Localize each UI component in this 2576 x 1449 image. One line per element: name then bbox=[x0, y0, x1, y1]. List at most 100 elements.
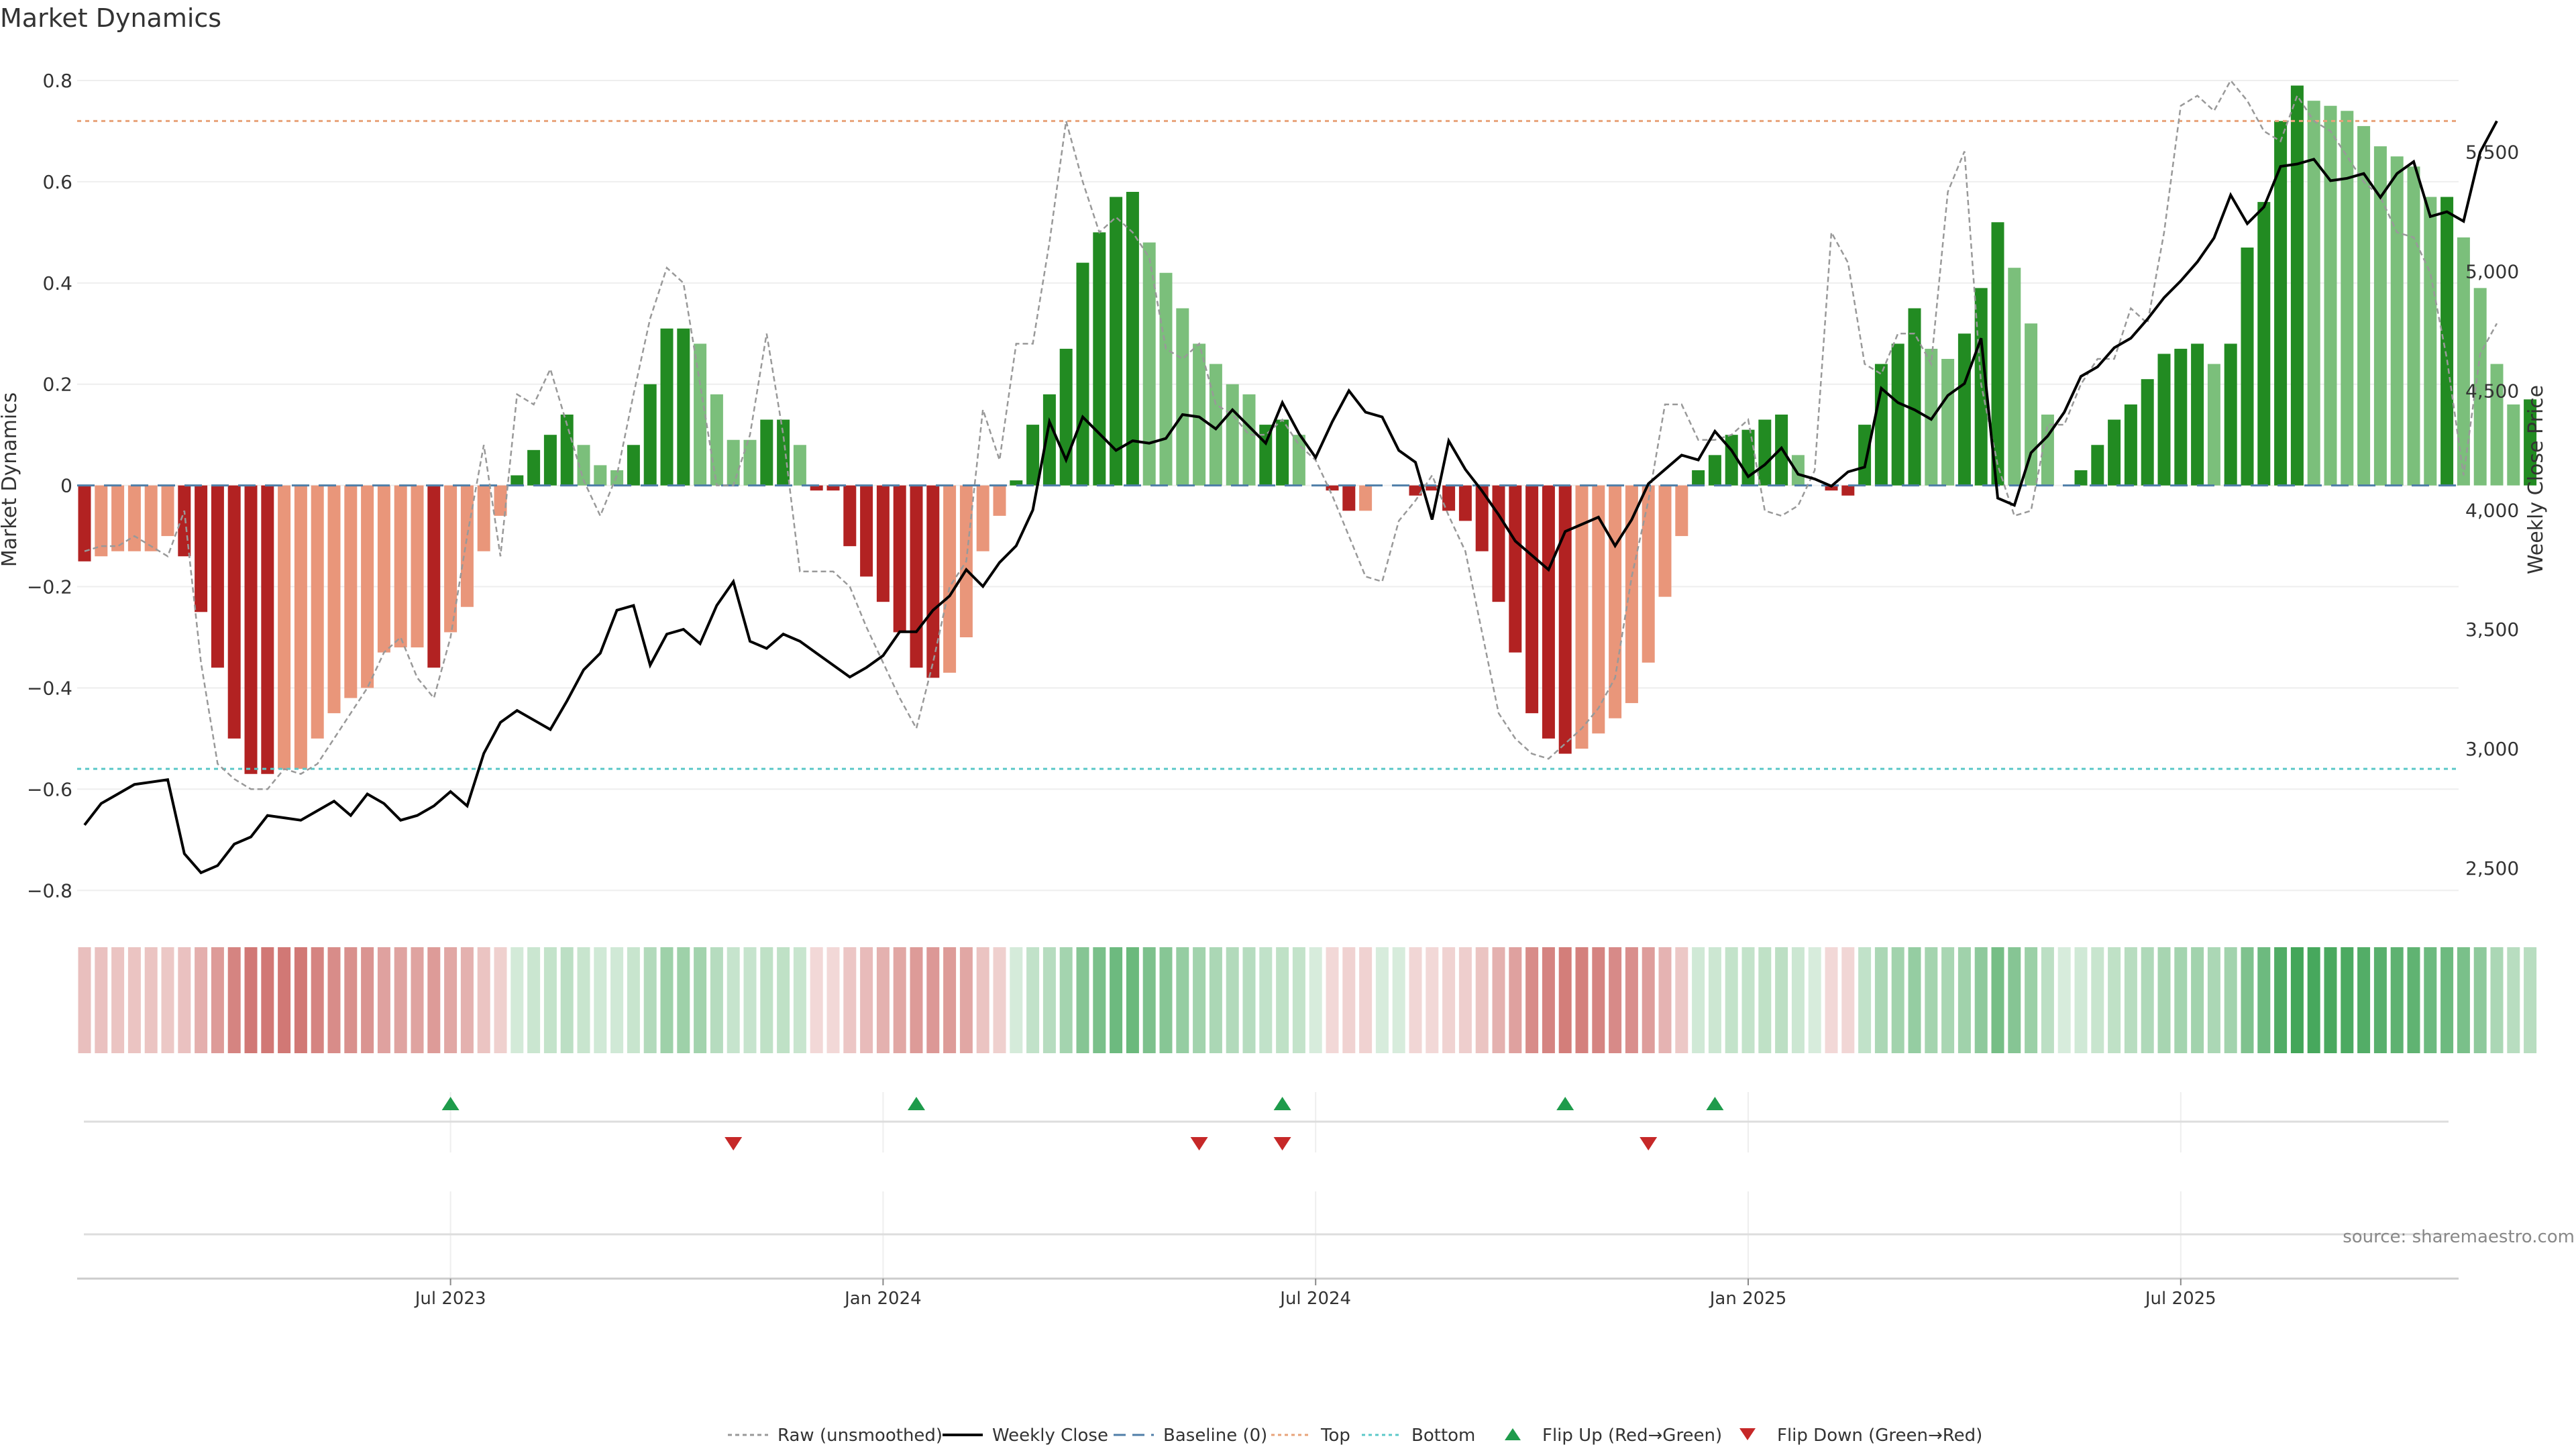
market-dynamics-bar bbox=[2108, 419, 2121, 486]
strength-cell bbox=[261, 947, 274, 1053]
strength-cell bbox=[560, 947, 574, 1053]
flip-down-marker bbox=[1273, 1137, 1291, 1150]
x-tick-label: Jan 2025 bbox=[1709, 1289, 1787, 1309]
market-dynamics-bar bbox=[1675, 485, 1688, 537]
strength-cell bbox=[2407, 947, 2420, 1053]
market-dynamics-bar bbox=[943, 485, 957, 673]
market-dynamics-bar bbox=[660, 328, 674, 486]
strength-cell bbox=[943, 947, 957, 1053]
strength-cell bbox=[610, 947, 624, 1053]
market-dynamics-bar bbox=[910, 485, 923, 668]
market-dynamics-bar bbox=[1442, 485, 1456, 511]
strength-cell bbox=[144, 947, 158, 1053]
strength-cell bbox=[1342, 947, 1356, 1053]
strength-cell bbox=[1042, 947, 1056, 1053]
market-dynamics-bar bbox=[2424, 197, 2437, 486]
strength-cell bbox=[1126, 947, 1139, 1053]
strength-cell bbox=[2241, 947, 2254, 1053]
strength-cell bbox=[1692, 947, 1705, 1053]
market-dynamics-bar bbox=[2524, 399, 2537, 486]
market-dynamics-bar bbox=[2174, 348, 2188, 486]
market-dynamics-bar bbox=[1342, 485, 1356, 511]
market-dynamics-bar bbox=[1841, 485, 1855, 496]
market-dynamics-bar bbox=[1758, 419, 1772, 486]
strength-cell bbox=[427, 947, 441, 1053]
strength-cell bbox=[993, 947, 1006, 1053]
x-tick-label: Jan 2024 bbox=[843, 1289, 922, 1309]
strength-cell bbox=[1026, 947, 1040, 1053]
market-dynamics-bar bbox=[444, 485, 458, 633]
strength-cell bbox=[826, 947, 840, 1053]
strength-cell bbox=[1825, 947, 1838, 1053]
legend-label: Flip Down (Green→Red) bbox=[1777, 1426, 1982, 1446]
market-dynamics-bar bbox=[211, 485, 224, 668]
strength-cell bbox=[1409, 947, 1422, 1053]
legend-label: Weekly Close bbox=[992, 1426, 1108, 1446]
strength-cell bbox=[2440, 947, 2454, 1053]
market-dynamics-bar bbox=[1791, 455, 1805, 486]
market-dynamics-bar bbox=[1708, 455, 1721, 486]
legend-label: Top bbox=[1320, 1426, 1350, 1446]
market-dynamics-bar bbox=[710, 394, 723, 486]
market-dynamics-bar bbox=[1475, 485, 1489, 551]
market-dynamics-bar bbox=[2274, 121, 2288, 486]
market-dynamics-bar bbox=[1226, 384, 1239, 486]
market-dynamics-bar bbox=[411, 485, 424, 648]
market-dynamics-bar bbox=[2373, 146, 2387, 486]
right-y-tick-label: 5,000 bbox=[2465, 261, 2519, 283]
strength-cell bbox=[677, 947, 690, 1053]
strength-cell bbox=[2290, 947, 2304, 1053]
market-dynamics-bar bbox=[1010, 480, 1023, 486]
market-dynamics-bar bbox=[1093, 232, 1106, 486]
market-dynamics-bar bbox=[460, 485, 474, 607]
flip-up-marker bbox=[1706, 1097, 1724, 1110]
strength-cell bbox=[2390, 947, 2404, 1053]
strength-cell bbox=[760, 947, 773, 1053]
strength-cell bbox=[2174, 947, 2188, 1053]
strength-cell bbox=[1093, 947, 1106, 1053]
market-dynamics-bar bbox=[2324, 105, 2337, 486]
market-dynamics-bar bbox=[727, 439, 740, 486]
right-y-axis-label: Weekly Close Price bbox=[2524, 385, 2548, 574]
strength-cell bbox=[1442, 947, 1456, 1053]
strength-cell bbox=[727, 947, 740, 1053]
market-dynamics-bar bbox=[893, 485, 906, 633]
market-dynamics-bar bbox=[760, 419, 773, 486]
strength-cell bbox=[2341, 947, 2354, 1053]
market-dynamics-bar bbox=[261, 485, 274, 774]
strength-heat-strip bbox=[78, 947, 2537, 1053]
strength-cell bbox=[2057, 947, 2071, 1053]
right-y-tick-label: 5,500 bbox=[2465, 142, 2519, 164]
market-dynamics-bar bbox=[111, 485, 125, 551]
strength-cell bbox=[244, 947, 258, 1053]
x-tick-label: Jul 2023 bbox=[414, 1289, 486, 1309]
left-y-tick-label: 0 bbox=[60, 475, 72, 497]
market-dynamics-bar bbox=[2341, 111, 2354, 486]
strength-cell bbox=[1492, 947, 1505, 1053]
market-dynamics-bar bbox=[1426, 485, 1439, 491]
market-dynamics-bar bbox=[577, 445, 590, 486]
strength-cell bbox=[577, 947, 590, 1053]
strength-cell bbox=[294, 947, 307, 1053]
strength-cell bbox=[1076, 947, 1089, 1053]
strength-cell bbox=[178, 947, 191, 1053]
strength-cell bbox=[1309, 947, 1322, 1053]
market-dynamics-bar bbox=[278, 485, 291, 769]
strength-cell bbox=[161, 947, 174, 1053]
strength-cell bbox=[594, 947, 607, 1053]
strength-cell bbox=[411, 947, 424, 1053]
strength-cell bbox=[1891, 947, 1904, 1053]
strength-cell bbox=[643, 947, 657, 1053]
market-dynamics-bar bbox=[1825, 485, 1838, 491]
market-dynamics-bar bbox=[2141, 379, 2154, 486]
strength-cell bbox=[976, 947, 989, 1053]
strength-cell bbox=[2124, 947, 2137, 1053]
flip-up-marker bbox=[441, 1097, 460, 1110]
month-gridlines bbox=[449, 1092, 2182, 1279]
strength-cell bbox=[2025, 947, 2038, 1053]
market-dynamics-bar bbox=[1176, 308, 1189, 486]
market-dynamics-bar bbox=[743, 439, 757, 486]
strength-cell bbox=[2457, 947, 2470, 1053]
strength-cell bbox=[1375, 947, 1389, 1053]
strength-cell bbox=[2473, 947, 2487, 1053]
